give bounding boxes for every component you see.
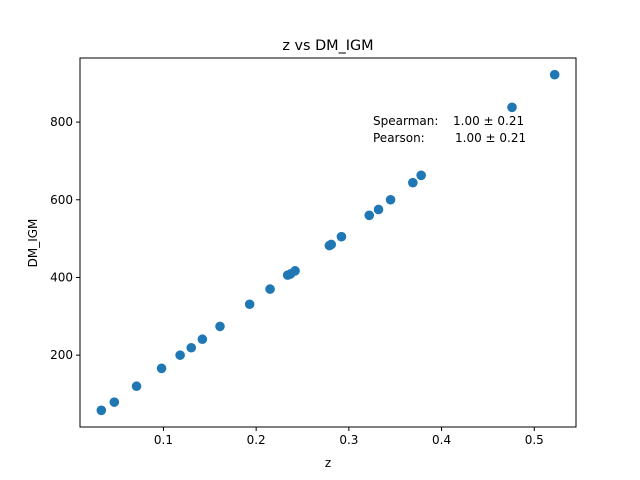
data-point — [244, 299, 255, 310]
data-point — [186, 342, 197, 353]
data-point — [373, 204, 384, 215]
data-point — [408, 177, 418, 188]
x-tick-label: 0.1 — [154, 433, 173, 447]
pearson-label: Pearson: — [373, 131, 425, 145]
data-point — [385, 194, 396, 205]
spearman-label: Spearman: — [373, 114, 438, 128]
spearman-value: 1.00 ± 0.21 — [453, 114, 524, 128]
y-tick-label: 800 — [50, 115, 73, 129]
data-point — [326, 239, 337, 250]
data-point — [109, 397, 120, 407]
x-tick-label: 0.3 — [339, 433, 358, 447]
data-point — [265, 284, 275, 294]
pearson-value: 1.00 ± 0.21 — [455, 131, 526, 145]
correlation-annotation: Spearman: 1.00 ± 0.21 Pearson: 1.00 ± 0.… — [373, 114, 526, 145]
data-point — [156, 363, 167, 374]
data-point — [215, 321, 225, 332]
data-point — [549, 69, 560, 80]
x-tick-label: 0.4 — [432, 433, 451, 447]
x-axis-ticks: 0.1 0.2 0.3 0.4 0.5 — [154, 427, 544, 447]
y-tick-label: 200 — [50, 348, 73, 362]
y-tick-label: 600 — [50, 193, 73, 207]
data-point — [290, 266, 300, 276]
y-tick-label: 400 — [50, 270, 73, 284]
data-point — [197, 334, 208, 345]
data-point — [96, 405, 107, 416]
data-point — [336, 231, 347, 242]
x-axis-label: z — [325, 456, 331, 470]
data-point — [175, 350, 185, 360]
data-point — [507, 102, 517, 113]
data-point — [416, 170, 426, 181]
x-tick-label: 0.2 — [247, 433, 266, 447]
chart-title: z vs DM_IGM — [282, 38, 373, 54]
x-tick-label: 0.5 — [525, 433, 544, 447]
data-point — [364, 210, 375, 221]
y-axis-label: DM_IGM — [26, 219, 40, 268]
data-points — [96, 69, 560, 416]
y-axis-ticks: 200 400 600 800 — [50, 115, 80, 362]
data-point — [131, 381, 142, 392]
